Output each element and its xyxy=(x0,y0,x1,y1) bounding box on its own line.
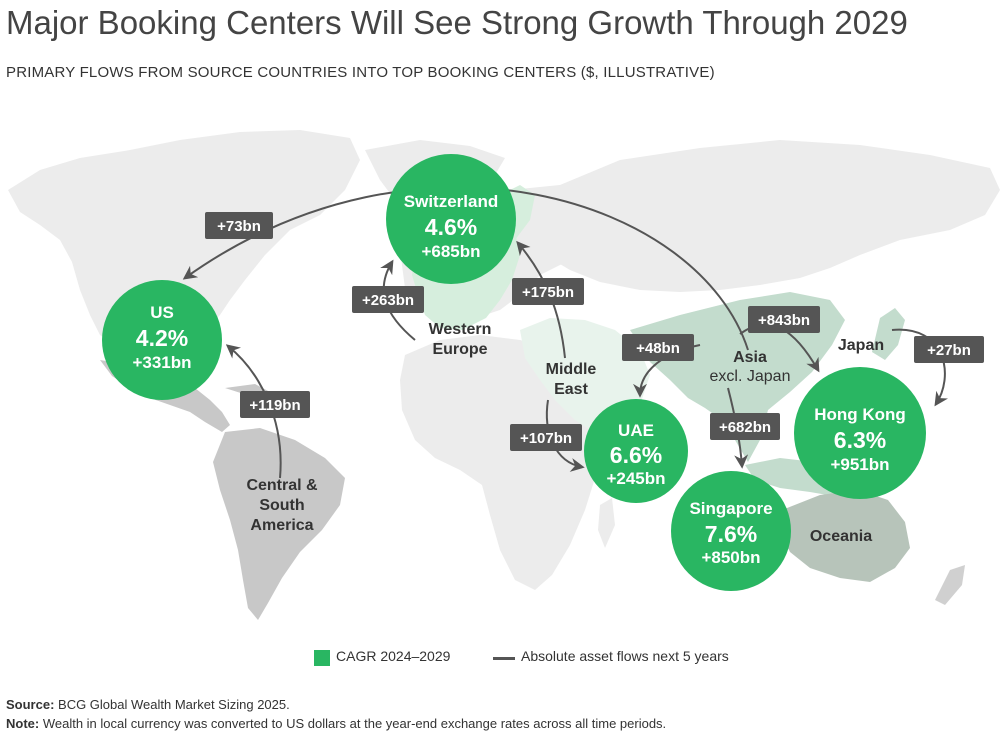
source-label: Source: xyxy=(6,697,55,712)
bubble-cagr: 4.2% xyxy=(136,325,188,351)
page-title: Major Booking Centers Will See Strong Gr… xyxy=(6,4,908,41)
bubble-name: Switzerland xyxy=(404,192,498,211)
flow-label: +175bn xyxy=(522,284,574,301)
note-label: Note: xyxy=(6,716,40,731)
booking-centers: US 4.2% +331bn Switzerland 4.6% +685bn U… xyxy=(102,154,926,591)
region-label-central-south-america-1: Central & xyxy=(246,477,318,494)
bubble-flow: +850bn xyxy=(701,548,760,567)
region-label-asia-sub: excl. Japan xyxy=(710,368,791,385)
bubble-name: Hong Kong xyxy=(814,405,906,424)
world-map: +73bn +119bn +263bn +175bn +48bn +107bn … xyxy=(8,130,1000,620)
source-text: BCG Global Wealth Market Sizing 2025. xyxy=(54,697,290,712)
bubble-uae: UAE 6.6% +245bn xyxy=(584,399,688,503)
land-north-america xyxy=(8,130,360,362)
flow-label: +843bn xyxy=(758,312,810,329)
legend-flow-label: Absolute asset flows next 5 years xyxy=(521,648,729,664)
page-subtitle: PRIMARY FLOWS FROM SOURCE COUNTRIES INTO… xyxy=(6,64,715,81)
bubble-name: UAE xyxy=(618,421,654,440)
bubble-name: Singapore xyxy=(689,499,772,518)
note-text: Wealth in local currency was converted t… xyxy=(39,716,667,731)
land-south-america xyxy=(213,428,345,620)
bubble-flow: +685bn xyxy=(421,242,480,261)
region-label-japan: Japan xyxy=(838,337,884,354)
land-madagascar xyxy=(598,498,615,548)
region-oceania xyxy=(780,490,910,582)
flow-badge-asia-us: +73bn xyxy=(205,212,273,239)
bubble-cagr: 6.6% xyxy=(610,442,662,468)
bubble-cagr: 4.6% xyxy=(425,214,477,240)
region-label-western-europe-1: Western xyxy=(429,321,492,338)
legend-flow-line xyxy=(493,657,515,660)
region-label-asia: Asia xyxy=(733,349,767,366)
land-north-asia xyxy=(540,140,1000,292)
footnote: Note: Wealth in local currency was conve… xyxy=(6,716,666,731)
land-new-zealand xyxy=(935,565,965,605)
region-label-middle-east-2: East xyxy=(554,381,588,398)
bubble-cagr: 6.3% xyxy=(834,427,886,453)
flow-badge-asia-hk: +843bn xyxy=(748,306,820,333)
region-labels: Central & South America Western Europe M… xyxy=(246,321,884,545)
region-label-oceania: Oceania xyxy=(810,528,872,545)
bubble-name: US xyxy=(150,303,174,322)
flow-badge-asia-sg: +682bn xyxy=(710,413,780,440)
flow-label: +27bn xyxy=(927,342,971,359)
flow-badges: +73bn +119bn +263bn +175bn +48bn +107bn … xyxy=(205,212,984,451)
bubble-flow: +331bn xyxy=(132,353,191,372)
flow-badge-me-ch: +175bn xyxy=(512,278,584,305)
flow-badge-japan-hk: +27bn xyxy=(914,336,984,363)
flow-label: +48bn xyxy=(636,340,680,357)
region-label-western-europe-2: Europe xyxy=(432,341,487,358)
flow-label: +263bn xyxy=(362,292,414,309)
legend-cagr-label: CAGR 2024–2029 xyxy=(336,648,451,664)
flow-badge-me-uae: +107bn xyxy=(510,424,582,451)
region-label-central-south-america-3: America xyxy=(250,517,313,534)
bubble-hong-kong: Hong Kong 6.3% +951bn xyxy=(794,367,926,499)
bubble-flow: +245bn xyxy=(606,469,665,488)
flow-badge-asia-uae: +48bn xyxy=(622,334,694,361)
legend-cagr-swatch xyxy=(314,650,330,666)
bubble-us: US 4.2% +331bn xyxy=(102,280,222,400)
flow-arrow-asia-us xyxy=(182,186,749,351)
source-note: Source: BCG Global Wealth Market Sizing … xyxy=(6,697,290,712)
bubble-switzerland: Switzerland 4.6% +685bn xyxy=(386,154,516,284)
bubble-cagr: 7.6% xyxy=(705,521,757,547)
region-label-middle-east-1: Middle xyxy=(546,361,597,378)
flow-label: +682bn xyxy=(719,419,771,436)
flow-label: +107bn xyxy=(520,430,572,447)
region-label-central-south-america-2: South xyxy=(259,497,304,514)
flow-badge-weu-ch: +263bn xyxy=(352,286,424,313)
region-japan xyxy=(872,308,905,360)
land-africa xyxy=(400,335,600,590)
flow-badge-csa-us: +119bn xyxy=(240,391,310,418)
flow-label: +119bn xyxy=(249,397,300,414)
bubble-singapore: Singapore 7.6% +850bn xyxy=(671,471,791,591)
flow-label: +73bn xyxy=(217,218,261,235)
bubble-flow: +951bn xyxy=(830,455,889,474)
